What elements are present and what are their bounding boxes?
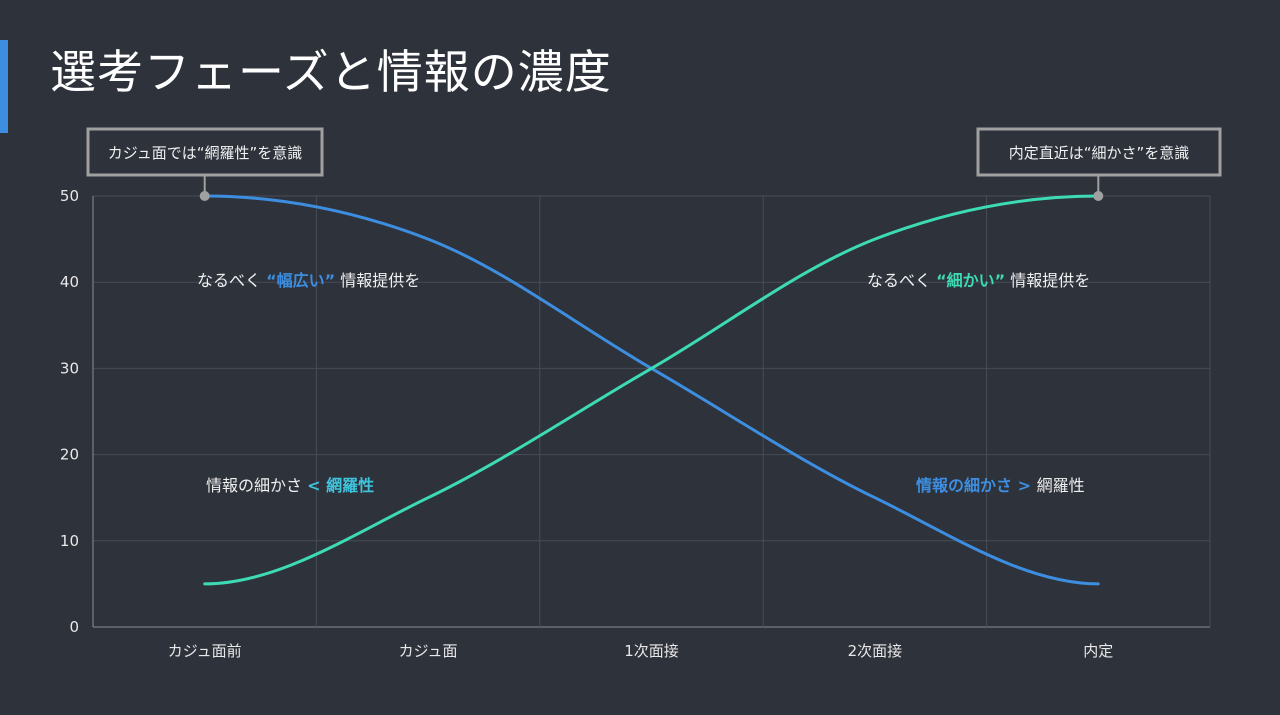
series-line-網羅性 [203, 194, 1100, 586]
annotation-bottom-right: 情報の細かさ > 網羅性 [916, 476, 1085, 495]
x-tick-label: 内定 [1083, 642, 1113, 660]
callout-marker [199, 191, 210, 201]
callout-box [86, 127, 324, 177]
y-tick-label: 10 [60, 532, 79, 550]
callout-marker [1093, 191, 1104, 201]
callouts: カジュ面では“網羅性”を意識 内定直近は“細かさ”を意識 [86, 127, 1222, 201]
annotation-top-right: なるべく “細かい” 情報提供を [867, 271, 1090, 290]
callout-text: 内定直近は“細かさ”を意識 [1009, 144, 1190, 162]
y-tick-label: 40 [60, 273, 79, 291]
x-tick-label: カジュ面 [399, 642, 458, 660]
page-title: 選考フェーズと情報の濃度 [50, 45, 612, 99]
x-ticks: カジュ面前 カジュ面 1次面接 2次面接 内定 [168, 642, 1114, 660]
series-lines [203, 194, 1100, 586]
x-tick-label: 2次面接 [848, 642, 903, 660]
y-tick-label: 20 [60, 446, 79, 464]
y-tick-label: 0 [69, 618, 79, 636]
series-line-細かさ [203, 194, 1100, 586]
y-tick-label: 50 [60, 187, 79, 205]
callout-text: カジュ面では“網羅性”を意識 [108, 144, 303, 162]
y-tick-label: 30 [60, 359, 79, 377]
grid [92, 195, 1211, 628]
annotation-bottom-left: 情報の細かさ < 網羅性 [206, 476, 374, 495]
y-ticks: 0 10 20 30 40 50 [60, 187, 79, 636]
x-tick-label: 1次面接 [624, 642, 679, 660]
annotation-top-left: なるべく “幅広い” 情報提供を [197, 271, 420, 290]
x-tick-label: カジュ面前 [168, 642, 242, 660]
accent-bar [0, 40, 8, 133]
